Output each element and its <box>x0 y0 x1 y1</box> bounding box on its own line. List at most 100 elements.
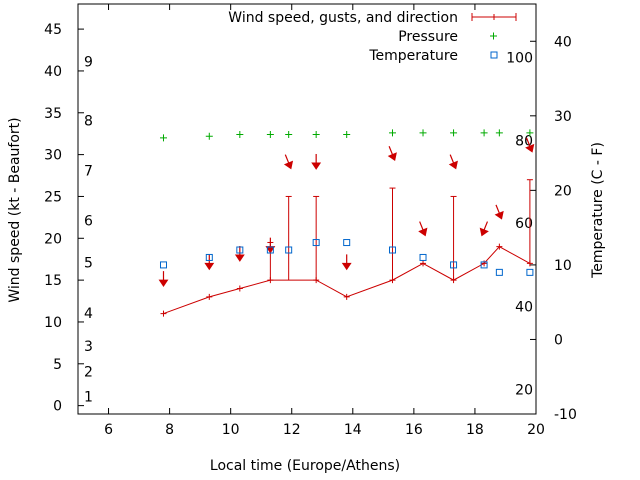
pressure-point <box>343 131 351 139</box>
arrow-head <box>479 227 489 237</box>
wind-direction-arrow <box>387 146 397 162</box>
y2-tick-label: 20 <box>554 183 572 199</box>
arrow-head <box>341 262 352 271</box>
beaufort-label: 5 <box>84 256 93 272</box>
beaufort-label: 3 <box>84 339 93 355</box>
temperature-point <box>480 261 488 269</box>
wind-speed-point <box>496 243 503 250</box>
y-tick-label: 25 <box>44 189 62 205</box>
chart-marks <box>158 129 535 317</box>
wind-speed-line <box>163 246 531 315</box>
pressure-point <box>419 129 427 137</box>
wind-direction-arrow <box>158 271 169 288</box>
beaufort-label: 4 <box>84 306 93 322</box>
arrow-head <box>234 254 245 262</box>
temperature-point <box>205 253 213 261</box>
legend-label: Wind speed, gusts, and direction <box>228 10 458 26</box>
y-tick-label: 15 <box>44 273 62 289</box>
temperature-point <box>285 246 293 254</box>
arrow-head <box>158 279 169 288</box>
legend-wind-marker <box>471 13 517 21</box>
fahrenheit-label: 60 <box>515 216 533 232</box>
fahrenheit-label: 80 <box>515 133 533 149</box>
wind-direction-arrow <box>479 221 489 237</box>
wind-speed-point <box>481 260 488 267</box>
pressure-point <box>450 129 458 137</box>
temperature-point <box>343 239 351 247</box>
x-tick-label: 8 <box>165 422 174 438</box>
wind-speed-point <box>160 310 167 317</box>
y2-tick-label: 0 <box>554 332 563 348</box>
temperature-point <box>312 239 320 247</box>
wind-speed-point <box>236 285 243 292</box>
y2-tick-label: 30 <box>554 109 572 125</box>
temperature-point <box>266 246 274 254</box>
y2-tick-label: 10 <box>554 258 572 274</box>
wind-direction-arrow <box>494 204 504 220</box>
wind-direction-arrow <box>283 154 294 170</box>
pressure-point <box>388 129 396 137</box>
beaufort-label: 2 <box>84 364 93 380</box>
temperature-point <box>159 261 167 269</box>
legend: Wind speed, gusts, and direction Pressure… <box>228 10 517 64</box>
wind-direction-arrow <box>204 254 215 271</box>
y-tick-label: 5 <box>53 357 62 373</box>
wind-direction-arrow <box>341 254 352 271</box>
beaufort-label: 6 <box>84 214 93 230</box>
temperature-point <box>450 261 458 269</box>
legend-label: Pressure <box>398 29 458 45</box>
arrow-head <box>204 262 215 271</box>
legend-temperature-marker <box>490 51 498 59</box>
x-tick-label: 20 <box>527 422 545 438</box>
wind-direction-arrow <box>234 246 245 262</box>
y2-tick-label: 40 <box>554 34 572 50</box>
x-tick-label: 14 <box>344 422 362 438</box>
pressure-point <box>266 131 274 139</box>
pressure-point <box>480 129 488 137</box>
beaufort-label: 8 <box>84 113 93 129</box>
x-tick-label: 16 <box>405 422 423 438</box>
pressure-point <box>495 129 503 137</box>
wind-direction-arrow <box>525 137 535 153</box>
arrow-head <box>283 160 294 170</box>
legend-label: Temperature <box>368 48 458 64</box>
plot-frame <box>77 3 537 415</box>
temperature-point <box>388 246 396 254</box>
y2-tick-label: -10 <box>554 407 577 423</box>
beaufort-label: 1 <box>84 389 93 405</box>
wind-speed-point <box>343 293 350 300</box>
legend-pressure-marker <box>490 32 497 40</box>
pressure-point <box>312 131 320 139</box>
pressure-point <box>526 129 534 137</box>
fahrenheit-label: 100 <box>506 51 533 67</box>
wind-speed-point <box>420 260 427 267</box>
wind-direction-arrow <box>311 153 322 170</box>
pressure-point <box>159 134 167 142</box>
pressure-point <box>236 131 244 139</box>
y-tick-label: 45 <box>44 22 62 38</box>
arrow-head <box>418 227 428 237</box>
axes: 6 8 10 12 14 16 18 20051015202530354045-1001020… <box>44 3 577 438</box>
temperature-point <box>495 268 503 276</box>
temperature-point <box>526 268 534 276</box>
y-axis-label: Wind speed (kt - Beaufort) <box>7 117 23 302</box>
y-tick-label: 40 <box>44 64 62 80</box>
wind-direction-arrow <box>418 221 428 237</box>
x-tick-label: 6 <box>104 422 113 438</box>
beaufort-label: 7 <box>84 164 93 180</box>
fahrenheit-label: 20 <box>515 382 533 398</box>
arrow-head <box>311 162 322 170</box>
arrow-head <box>387 152 397 162</box>
y-tick-label: 10 <box>44 315 62 331</box>
temperature-point <box>419 253 427 261</box>
arrow-head <box>494 210 504 220</box>
pressure-point <box>205 132 213 140</box>
x-tick-label: 18 <box>466 422 484 438</box>
y-tick-label: 20 <box>44 231 62 247</box>
y-tick-label: 35 <box>44 106 62 122</box>
temperature-point <box>236 246 244 254</box>
x-tick-label: 12 <box>283 422 301 438</box>
wind-speed-point <box>206 293 213 300</box>
x-tick-label: 10 <box>222 422 240 438</box>
